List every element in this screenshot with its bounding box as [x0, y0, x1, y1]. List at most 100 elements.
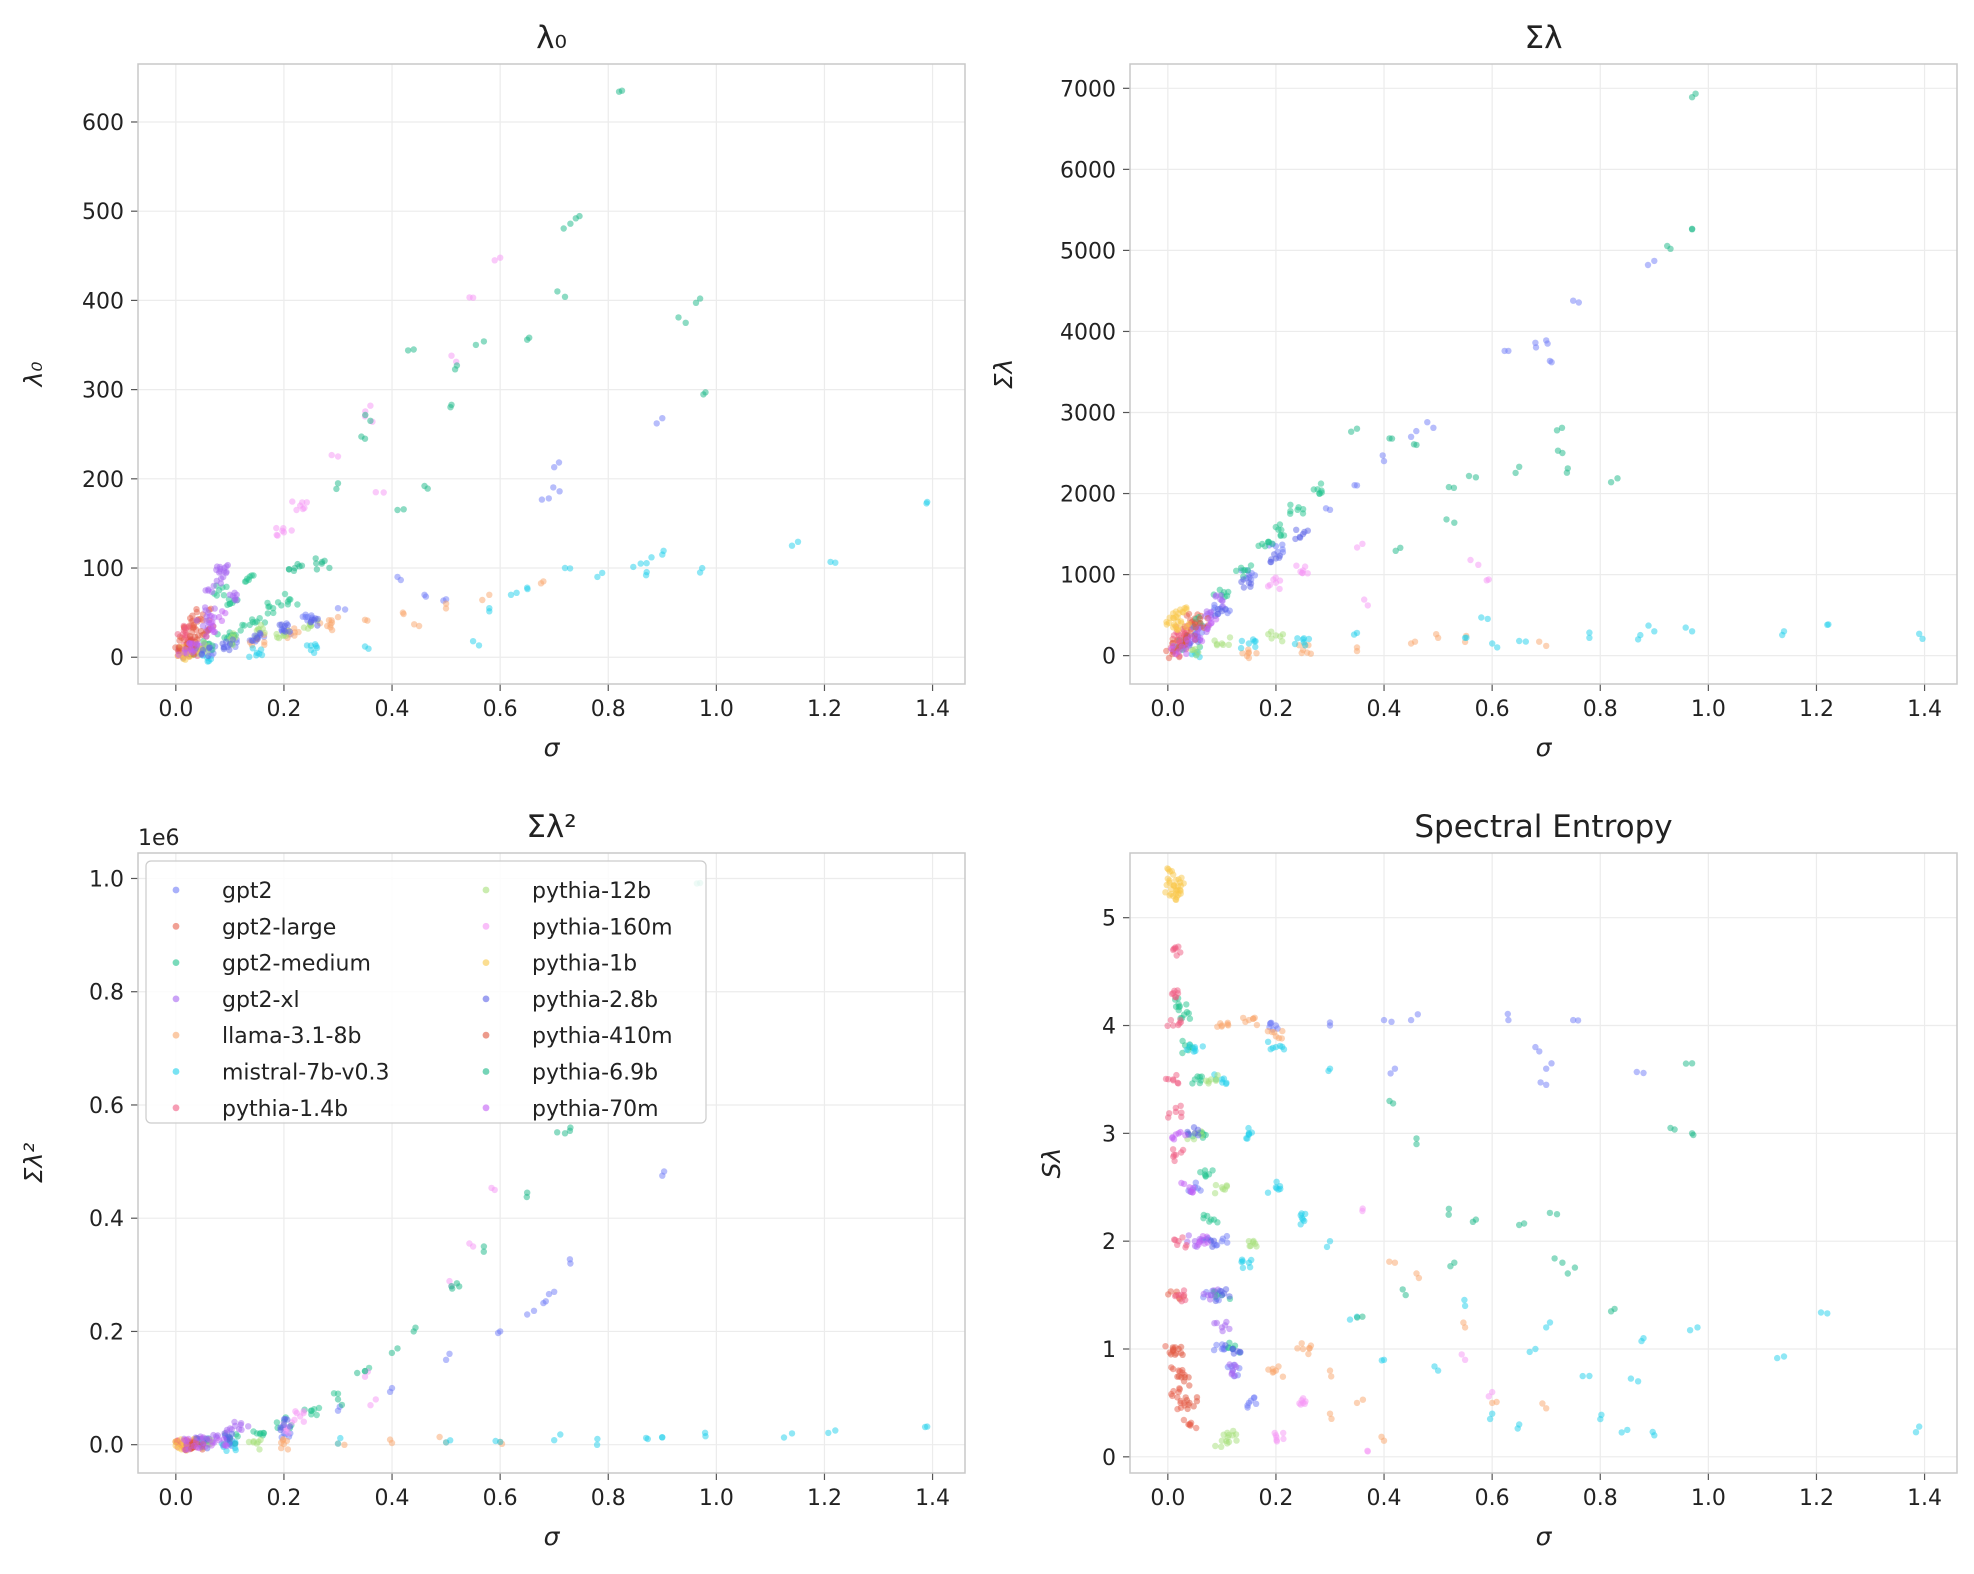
data-point [1514, 1425, 1521, 1432]
data-point [1211, 1320, 1218, 1327]
data-point [1410, 441, 1418, 448]
data-point [1195, 1132, 1202, 1139]
data-point [794, 538, 802, 545]
data-point [1183, 650, 1190, 657]
legend-label: pythia-1.4b [222, 1097, 348, 1122]
data-point [442, 1356, 450, 1364]
legend-marker [482, 959, 490, 966]
data-point [1212, 592, 1220, 599]
legend-marker [482, 922, 490, 930]
data-point [313, 1411, 320, 1419]
data-point [341, 606, 349, 613]
data-point [1461, 1356, 1469, 1364]
data-point [192, 626, 200, 633]
x-tick-label: 1.2 [1799, 1486, 1834, 1511]
data-point [1407, 1016, 1415, 1024]
y-tick-label: 1.0 [89, 867, 124, 892]
legend-label: pythia-160m [532, 915, 673, 940]
data-point [1445, 483, 1453, 491]
data-point [1512, 469, 1519, 477]
data-point [187, 646, 195, 653]
data-point [250, 572, 257, 579]
data-point [1225, 641, 1233, 648]
data-point [367, 402, 374, 409]
data-point [1172, 1236, 1179, 1244]
data-point [1168, 885, 1175, 893]
plot-area [138, 64, 965, 684]
data-point [524, 1311, 531, 1318]
series-pythia-1b [1163, 604, 1193, 634]
data-point [1353, 647, 1361, 655]
data-point [1287, 507, 1294, 515]
data-point [446, 1277, 453, 1285]
chart-title: Σλ [1525, 20, 1563, 56]
data-point [1467, 556, 1474, 564]
data-point [1489, 640, 1496, 647]
data-point [1346, 1316, 1354, 1323]
data-point [1233, 567, 1240, 574]
data-point [1279, 541, 1286, 548]
x-tick-label: 1.4 [1907, 697, 1942, 722]
legend-marker [482, 1104, 490, 1112]
data-point [201, 604, 209, 611]
data-point [1229, 1345, 1236, 1353]
data-point [206, 644, 213, 652]
data-point [1175, 1373, 1183, 1380]
data-point [231, 1444, 239, 1452]
data-point [1391, 1065, 1399, 1072]
data-point [223, 563, 230, 570]
data-point [1645, 622, 1652, 629]
data-point [1203, 1233, 1211, 1240]
data-point [328, 619, 336, 626]
y-tick-label: 100 [82, 557, 124, 582]
data-point [220, 1436, 227, 1443]
data-point [561, 293, 569, 300]
data-point [1359, 1396, 1367, 1403]
data-point [1475, 561, 1482, 568]
x-tick-label: 0.2 [266, 697, 301, 722]
data-point [386, 1388, 394, 1396]
data-point [205, 652, 212, 660]
data-point [1633, 1068, 1641, 1076]
data-point [180, 655, 187, 662]
legend-marker [172, 922, 180, 930]
data-point [285, 566, 293, 573]
data-point [1287, 501, 1294, 508]
data-point [1255, 542, 1262, 549]
data-point [1223, 1232, 1231, 1240]
data-point [1664, 242, 1671, 250]
data-point [555, 459, 563, 466]
data-point [1228, 1371, 1235, 1378]
data-point [648, 554, 655, 561]
data-point [1248, 1256, 1255, 1264]
data-point [1397, 544, 1404, 551]
series-pythia-6.9b [1354, 1060, 1697, 1321]
data-point [630, 563, 637, 571]
data-point [1189, 1080, 1196, 1087]
data-point [1222, 1342, 1229, 1349]
data-point [923, 500, 930, 507]
data-point [252, 619, 259, 626]
data-point [1222, 1080, 1230, 1088]
data-point [1651, 628, 1658, 635]
data-point [372, 489, 379, 496]
legend-label: gpt2 [222, 879, 273, 904]
data-point [1264, 583, 1272, 590]
legend-label: pythia-1b [532, 952, 637, 977]
data-point [1279, 546, 1286, 553]
data-point [1353, 425, 1361, 432]
data-point [442, 605, 450, 612]
data-point [1219, 641, 1227, 648]
data-point [451, 366, 459, 373]
data-point [1912, 1429, 1920, 1436]
data-point [1174, 1079, 1181, 1087]
data-point [294, 560, 301, 568]
data-point [397, 576, 404, 584]
data-point [1692, 90, 1699, 97]
data-point [203, 633, 210, 640]
data-point [1688, 225, 1696, 232]
data-point [1169, 1146, 1177, 1153]
data-point [328, 626, 336, 634]
data-point [1271, 1029, 1278, 1036]
data-point [1607, 479, 1615, 486]
